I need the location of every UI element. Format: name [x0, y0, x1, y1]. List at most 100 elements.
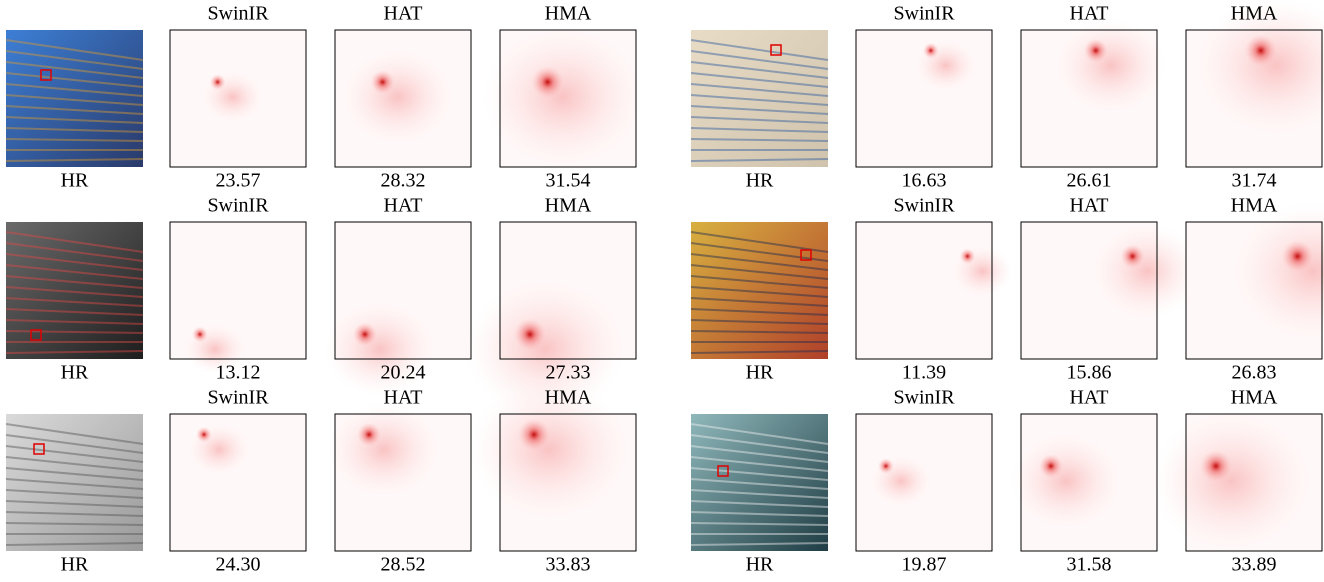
heatmap-frame [499, 413, 637, 552]
method-name: HMA [545, 387, 592, 409]
heatmap-frame [855, 221, 993, 360]
heatmap-haze [1150, 412, 1311, 551]
heatmap-haze [324, 302, 435, 397]
heatmap-hotspot [191, 326, 208, 343]
heatmap-frame [1020, 221, 1158, 360]
heatmap-haze [464, 280, 625, 419]
psnr-score: 15.86 [1067, 362, 1112, 384]
method-name: HMA [1231, 387, 1278, 409]
image-stripe [690, 264, 829, 280]
image-stripe [690, 522, 829, 526]
image-stripe [5, 264, 144, 280]
image-stripe [5, 542, 144, 546]
heatmap-frame [169, 413, 307, 552]
panel: HR SwinIR 11.39 HAT 15.86 HMA 26.83 [690, 195, 1324, 384]
heatmap-hotspot [922, 42, 939, 59]
heatmap-frame [1185, 221, 1323, 360]
method-name: SwinIR [893, 195, 955, 217]
image-stripe [690, 94, 829, 106]
heatmap-hotspot [370, 70, 395, 95]
method-name: SwinIR [893, 387, 955, 409]
heatmap-hotspot [1083, 38, 1108, 63]
heatmap-hotspot [209, 74, 226, 91]
image-stripe [5, 478, 144, 490]
image-stripe [5, 423, 144, 445]
heatmap-frame [499, 221, 637, 360]
image-stripe [690, 511, 829, 517]
image-stripe [5, 500, 144, 508]
image-stripe [5, 116, 144, 124]
heatmap-frame [1020, 29, 1158, 168]
zoom-box [800, 249, 812, 261]
hr-image [6, 222, 143, 359]
image-stripe [5, 456, 144, 472]
hr-label: HR [61, 170, 89, 192]
heatmap-frame [1185, 29, 1323, 168]
image-stripe [690, 297, 829, 307]
image-stripe [5, 297, 144, 307]
image-stripe [5, 330, 144, 334]
image-stripe [5, 522, 144, 526]
zoom-box [717, 465, 729, 477]
method-name: SwinIR [207, 195, 269, 217]
heatmap-hotspot [357, 422, 381, 447]
psnr-score: 28.32 [381, 170, 426, 192]
hr-image [691, 30, 828, 167]
psnr-score: 16.63 [902, 170, 947, 192]
image-stripe [690, 253, 829, 271]
image-stripe [690, 275, 829, 289]
zoom-box [770, 44, 782, 56]
image-stripe [5, 94, 144, 106]
heatmap-hotspot [196, 426, 212, 443]
image-stripe [690, 467, 829, 481]
hr-label: HR [61, 554, 89, 576]
heatmap-haze [1195, 0, 1324, 135]
image-stripe [690, 50, 829, 70]
image-stripe [690, 39, 829, 61]
image-stripe [5, 242, 144, 262]
method-name: HAT [1070, 195, 1109, 217]
image-stripe [690, 158, 829, 162]
image-stripe [690, 489, 829, 499]
image-stripe [5, 489, 144, 499]
heatmap-hotspot [1038, 454, 1063, 479]
image-stripe [5, 50, 144, 70]
image-stripe [690, 138, 829, 142]
image-stripe [5, 72, 144, 88]
image-stripe [690, 127, 829, 133]
heatmap-haze [1055, 18, 1166, 113]
psnr-score: 28.52 [381, 554, 426, 576]
image-stripe [690, 308, 829, 316]
image-stripe [690, 242, 829, 262]
image-stripe [5, 61, 144, 79]
image-stripe [690, 445, 829, 463]
heatmap-frame [334, 413, 472, 552]
image-stripe [690, 105, 829, 115]
heatmap-hotspot [1120, 244, 1145, 269]
method-name: HMA [1231, 3, 1278, 25]
image-stripe [690, 423, 829, 445]
image-stripe [5, 253, 144, 271]
image-stripe [690, 319, 829, 325]
image-stripe [690, 542, 829, 546]
heatmap-hotspot [1244, 34, 1277, 67]
hr-label: HR [746, 170, 774, 192]
heatmap-frame [499, 29, 637, 168]
heatmap-hotspot [1281, 240, 1314, 273]
panel: HR SwinIR 23.57 HAT 28.32 HMA 31.54 [5, 3, 643, 192]
image-stripe [5, 158, 144, 162]
method-name: HAT [384, 195, 423, 217]
image-stripe [5, 105, 144, 115]
image-stripe [5, 275, 144, 289]
heatmap-frame [334, 221, 472, 360]
heatmap-haze [469, 380, 629, 519]
hr-label: HR [746, 554, 774, 576]
psnr-score: 20.24 [381, 362, 426, 384]
heatmap-haze [1010, 434, 1121, 529]
psnr-score: 33.89 [1232, 554, 1277, 576]
image-stripe [690, 456, 829, 472]
hr-image [6, 414, 143, 551]
method-name: SwinIR [207, 387, 269, 409]
psnr-score: 31.54 [546, 170, 591, 192]
image-stripe [690, 434, 829, 454]
